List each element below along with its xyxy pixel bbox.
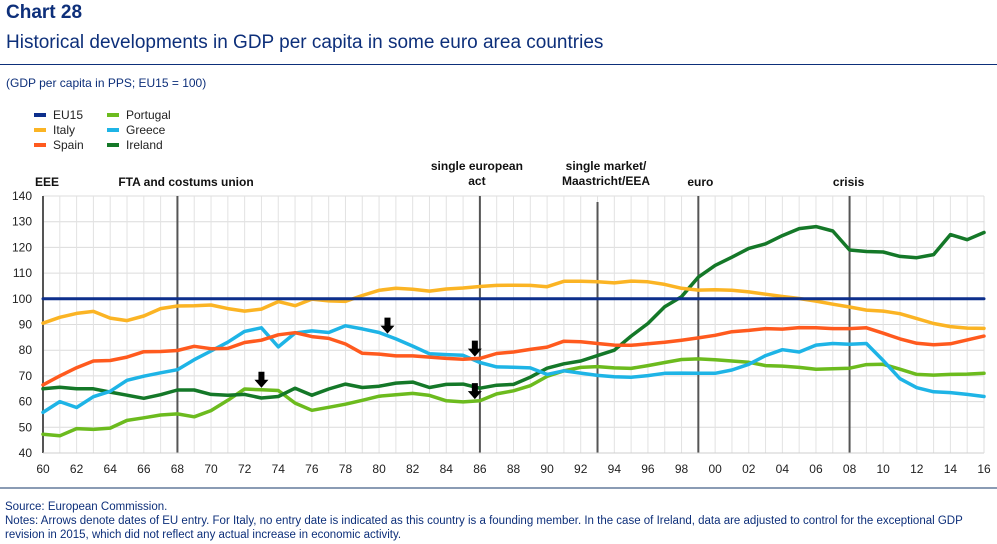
chart-title: Historical developments in GDP per capit… [6, 32, 604, 53]
event-label-line: single european [431, 159, 523, 173]
source-text: Source: European Commission. [5, 501, 168, 513]
y-tick-label: 140 [12, 189, 32, 203]
chart-number: Chart 28 [6, 2, 83, 23]
x-tick-label: 74 [272, 462, 286, 476]
x-tick-label: 06 [809, 462, 823, 476]
entry-arrow-icon [380, 317, 395, 334]
event-lines: EEE FTA and costums union single european a… [35, 159, 865, 453]
legend-label-ireland: Ireland [126, 138, 163, 152]
x-tick-label: 16 [977, 462, 991, 476]
series-line-ireland [41, 224, 986, 401]
legend-swatch-ireland [107, 142, 119, 147]
x-tick-label: 68 [171, 462, 185, 476]
x-tick-label: 90 [540, 462, 554, 476]
legend-item-italy: Italy [34, 123, 75, 138]
legend-item-portugal: Portugal [107, 108, 171, 123]
entry-arrow-icon [467, 383, 482, 400]
series-lines [41, 224, 986, 438]
legend-swatch-eu15 [34, 112, 46, 117]
y-tick-label: 60 [19, 395, 33, 409]
x-tick-label: 72 [238, 462, 252, 476]
legend-label-spain: Spain [53, 138, 84, 152]
x-tick-label: 12 [910, 462, 924, 476]
legend-item-ireland: Ireland [107, 138, 163, 153]
x-tick-label: 76 [305, 462, 319, 476]
legend-swatch-greece [107, 127, 119, 132]
entry-arrow-icon [254, 371, 269, 388]
x-tick-label: 00 [708, 462, 722, 476]
y-tick-label: 80 [19, 343, 33, 357]
x-tick-label: 02 [742, 462, 756, 476]
chart-subtitle: (GDP per capita in PPS; EU15 = 100) [6, 76, 207, 90]
event-label: FTA and costums union [118, 175, 253, 189]
series-line-portugal [41, 357, 986, 438]
x-tick-label: 82 [406, 462, 420, 476]
x-tick-label: 70 [204, 462, 218, 476]
y-tick-label: 90 [19, 318, 33, 332]
axes: 40 50 60 70 80 90 100 110 120 130 140 60 62 64 66 68 70 7… [12, 189, 991, 476]
x-tick-label: 08 [843, 462, 857, 476]
event-label-line: FTA and costums union [118, 175, 253, 189]
event-label: single european act [431, 159, 523, 188]
title-divider [0, 64, 997, 65]
x-tick-label: 96 [641, 462, 655, 476]
y-tick-label: 70 [19, 369, 33, 383]
event-label: crisis [833, 175, 865, 189]
x-tick-label: 60 [36, 462, 50, 476]
event-label-line: Maastricht/EEA [562, 174, 650, 188]
x-tick-label: 64 [104, 462, 118, 476]
x-tick-label: 84 [440, 462, 454, 476]
legend-swatch-italy [34, 127, 46, 132]
event-label-line: EEE [35, 175, 59, 189]
event-label-line: single market/ [566, 159, 647, 173]
event-label-line: crisis [833, 175, 865, 189]
x-tick-label: 88 [507, 462, 521, 476]
legend-swatch-spain [34, 142, 46, 147]
legend-label-italy: Italy [53, 123, 76, 137]
y-tick-label: 120 [12, 240, 32, 254]
x-tick-label: 14 [944, 462, 958, 476]
series-line-greece [41, 324, 986, 415]
x-tick-label: 66 [137, 462, 151, 476]
entry-arrow-icon [467, 340, 482, 357]
entry-arrows [254, 317, 482, 400]
footer: Source: European Commission. Notes: Arro… [5, 500, 995, 542]
line-chart: EEE FTA and costums union single european a… [12, 159, 991, 476]
x-tick-label: 98 [675, 462, 689, 476]
event-label: EEE [35, 175, 59, 189]
x-tick-label: 80 [372, 462, 386, 476]
y-tick-label: 110 [13, 266, 32, 280]
legend-label-eu15: EU15 [53, 108, 84, 122]
event-label-line: act [468, 174, 485, 188]
y-tick-label: 50 [19, 420, 33, 434]
event-label-line: euro [687, 175, 713, 189]
legend-item-eu15: EU15 [34, 108, 83, 123]
x-tick-label: 92 [574, 462, 588, 476]
legend-item-spain: Spain [34, 138, 84, 153]
y-tick-label: 130 [12, 215, 32, 229]
notes-text: Notes: Arrows denote dates of EU entry. … [5, 515, 963, 541]
y-tick-label: 40 [19, 446, 33, 460]
legend-item-greece: Greece [107, 123, 165, 138]
y-tick-label: 100 [12, 292, 32, 306]
footer-divider [0, 487, 997, 489]
x-tick-label: 86 [473, 462, 487, 476]
series-line-italy [41, 279, 986, 331]
event-label: euro [687, 175, 713, 189]
event-label: single market/Maastricht/EEA [562, 159, 650, 188]
x-tick-label: 94 [608, 462, 622, 476]
legend-swatch-portugal [107, 112, 119, 117]
series-line-spain [41, 325, 986, 387]
x-tick-label: 78 [339, 462, 353, 476]
x-tick-label: 04 [776, 462, 790, 476]
x-tick-label: 62 [70, 462, 84, 476]
legend-label-greece: Greece [126, 123, 166, 137]
x-tick-label: 10 [876, 462, 890, 476]
legend-label-portugal: Portugal [126, 108, 171, 122]
